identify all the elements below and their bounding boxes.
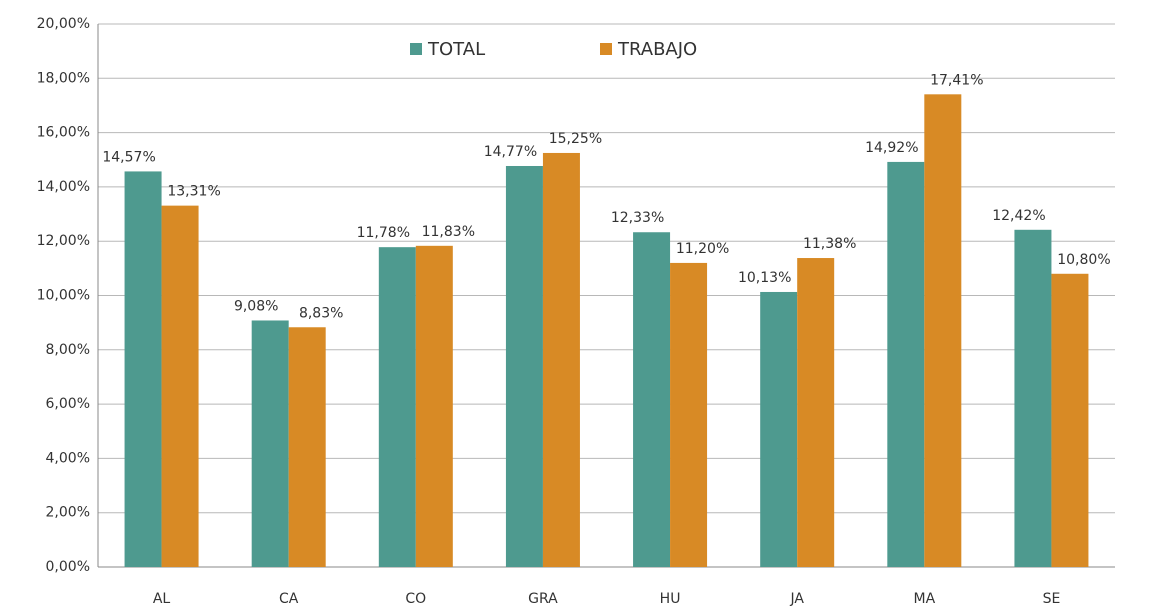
y-tick-label: 16,00%	[37, 125, 90, 141]
bar	[1014, 229, 1052, 567]
x-tick-label: JA	[789, 591, 804, 607]
value-label: 10,80%	[1057, 252, 1110, 268]
bar	[251, 320, 289, 567]
bar	[415, 245, 453, 568]
value-label: 14,77%	[484, 144, 537, 160]
value-label: 17,41%	[930, 72, 983, 88]
x-tick-label: GRA	[528, 591, 558, 607]
bar	[797, 258, 835, 567]
bar	[670, 262, 708, 567]
y-tick-label: 4,00%	[46, 450, 90, 466]
bar	[924, 94, 962, 568]
value-label: 11,78%	[357, 225, 410, 241]
value-label: 14,92%	[865, 140, 918, 156]
y-tick-label: 8,00%	[46, 342, 90, 358]
value-label: 9,08%	[234, 298, 278, 314]
bar	[505, 165, 543, 567]
x-tick-label: CA	[279, 591, 299, 607]
bar	[633, 232, 671, 568]
bar	[760, 291, 798, 567]
legend-label: TRABAJO	[617, 39, 697, 60]
bar	[542, 152, 580, 567]
value-label: 15,25%	[549, 131, 602, 147]
bar	[1051, 273, 1089, 567]
y-tick-label: 2,00%	[46, 505, 90, 521]
y-tick-label: 20,00%	[37, 16, 90, 32]
value-label: 11,38%	[803, 236, 856, 252]
legend-swatch	[410, 43, 422, 55]
x-tick-label: HU	[660, 591, 681, 607]
value-label: 8,83%	[299, 305, 343, 321]
y-tick-label: 14,00%	[37, 179, 90, 195]
value-label: 12,42%	[992, 208, 1045, 224]
y-tick-label: 12,00%	[37, 233, 90, 249]
x-tick-label: SE	[1043, 591, 1061, 607]
legend-swatch	[600, 43, 612, 55]
value-label: 14,57%	[102, 149, 155, 165]
bar	[124, 171, 162, 567]
y-tick-label: 6,00%	[46, 396, 90, 412]
bar	[161, 205, 199, 568]
value-label: 10,13%	[738, 270, 791, 286]
x-tick-label: MA	[913, 591, 935, 607]
value-label: 12,33%	[611, 210, 664, 226]
value-label: 11,20%	[676, 241, 729, 257]
y-tick-label: 10,00%	[37, 288, 90, 304]
bar	[887, 161, 925, 567]
bar	[378, 247, 416, 567]
value-label: 13,31%	[167, 184, 220, 200]
y-tick-label: 0,00%	[46, 559, 90, 575]
x-tick-label: CO	[405, 591, 426, 607]
y-tick-label: 18,00%	[37, 70, 90, 86]
legend-label: TOTAL	[427, 39, 485, 60]
x-tick-label: AL	[153, 591, 171, 607]
value-label: 11,83%	[422, 224, 475, 240]
bar	[288, 327, 326, 567]
